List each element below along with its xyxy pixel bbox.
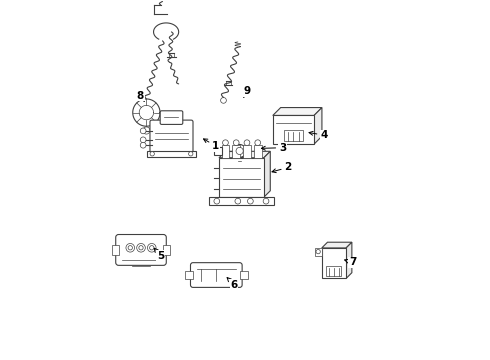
Bar bbox=[164, 245, 170, 255]
FancyBboxPatch shape bbox=[150, 120, 193, 152]
Circle shape bbox=[140, 137, 146, 143]
Polygon shape bbox=[219, 151, 270, 158]
Circle shape bbox=[150, 152, 154, 156]
Circle shape bbox=[236, 147, 243, 154]
Polygon shape bbox=[264, 151, 270, 197]
Circle shape bbox=[263, 198, 269, 204]
Bar bbox=[315, 248, 322, 256]
Bar bbox=[147, 150, 196, 157]
Text: 1: 1 bbox=[203, 139, 219, 151]
Bar bbox=[232, 145, 240, 158]
Circle shape bbox=[233, 140, 239, 145]
Circle shape bbox=[140, 128, 146, 134]
Circle shape bbox=[247, 198, 253, 204]
Circle shape bbox=[255, 140, 261, 145]
Polygon shape bbox=[346, 242, 352, 278]
Text: 7: 7 bbox=[344, 257, 356, 267]
Circle shape bbox=[147, 243, 156, 252]
Circle shape bbox=[143, 127, 150, 134]
Bar bbox=[284, 130, 303, 141]
Circle shape bbox=[137, 243, 146, 252]
FancyBboxPatch shape bbox=[191, 263, 242, 287]
Text: 2: 2 bbox=[272, 162, 292, 173]
Circle shape bbox=[126, 243, 135, 252]
Circle shape bbox=[316, 249, 320, 254]
Circle shape bbox=[220, 98, 226, 103]
Polygon shape bbox=[273, 108, 322, 116]
Text: 5: 5 bbox=[154, 248, 164, 261]
Bar bbox=[273, 116, 314, 144]
Text: 8: 8 bbox=[137, 91, 144, 102]
Polygon shape bbox=[322, 242, 352, 248]
Circle shape bbox=[140, 142, 146, 148]
Bar bbox=[243, 145, 251, 158]
Text: 4: 4 bbox=[309, 130, 328, 140]
Text: 3: 3 bbox=[261, 143, 286, 153]
Circle shape bbox=[235, 198, 241, 204]
Text: 9: 9 bbox=[243, 86, 250, 97]
Circle shape bbox=[244, 140, 250, 145]
Circle shape bbox=[222, 140, 228, 145]
FancyBboxPatch shape bbox=[116, 234, 166, 265]
Bar bbox=[240, 271, 247, 279]
Bar bbox=[219, 158, 264, 197]
Circle shape bbox=[189, 152, 193, 156]
Bar bbox=[254, 145, 262, 158]
FancyBboxPatch shape bbox=[160, 111, 183, 125]
Bar bbox=[221, 145, 229, 158]
Circle shape bbox=[128, 246, 132, 250]
Circle shape bbox=[233, 144, 246, 157]
Bar bbox=[326, 266, 342, 276]
Bar bbox=[322, 248, 346, 278]
Circle shape bbox=[149, 246, 154, 250]
Bar bbox=[214, 147, 222, 154]
Polygon shape bbox=[314, 108, 322, 144]
Text: 6: 6 bbox=[227, 278, 238, 290]
Bar bbox=[209, 197, 274, 205]
Circle shape bbox=[139, 246, 143, 250]
Circle shape bbox=[214, 198, 220, 204]
Bar bbox=[185, 271, 193, 279]
Bar bbox=[112, 245, 119, 255]
